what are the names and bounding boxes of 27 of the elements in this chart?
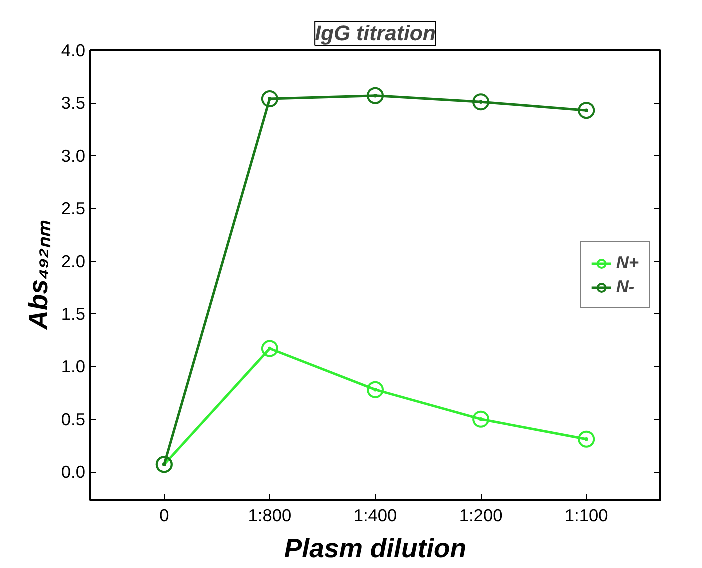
point xyxy=(578,430,596,448)
point xyxy=(578,102,596,120)
y-tick-label: 3.5 xyxy=(61,93,86,114)
x-tick-label: 1:200 xyxy=(459,506,503,526)
x-axis-title: Plasm dilution xyxy=(284,534,467,564)
y-tick-label: 2.5 xyxy=(61,198,86,219)
y-tick-label: 4.0 xyxy=(61,40,86,60)
y-tick-label: 0.5 xyxy=(61,409,86,430)
point xyxy=(261,90,278,108)
legend-label: N- xyxy=(616,276,636,298)
y-tick-label: 1.5 xyxy=(61,304,86,324)
x-tick-label: 1:400 xyxy=(354,506,398,526)
y-axis-title: Abs₄₉₂ₙₘ xyxy=(23,220,54,331)
x-tick-label: 1:800 xyxy=(248,506,292,526)
point xyxy=(367,87,384,104)
chart-title: IgG titration xyxy=(315,22,436,46)
y-tick-label: 0.0 xyxy=(61,462,86,482)
legend-label: N+ xyxy=(616,252,639,274)
y-tick-label: 1.0 xyxy=(61,356,86,377)
point xyxy=(367,381,384,398)
y-tick-label: 3.0 xyxy=(61,146,86,166)
point xyxy=(472,94,490,111)
point xyxy=(472,410,490,428)
x-tick-label: 1:100 xyxy=(564,506,608,526)
y-tick-label: 2.0 xyxy=(61,251,86,272)
point xyxy=(261,340,278,358)
x-tick-label: 0 xyxy=(160,506,170,526)
